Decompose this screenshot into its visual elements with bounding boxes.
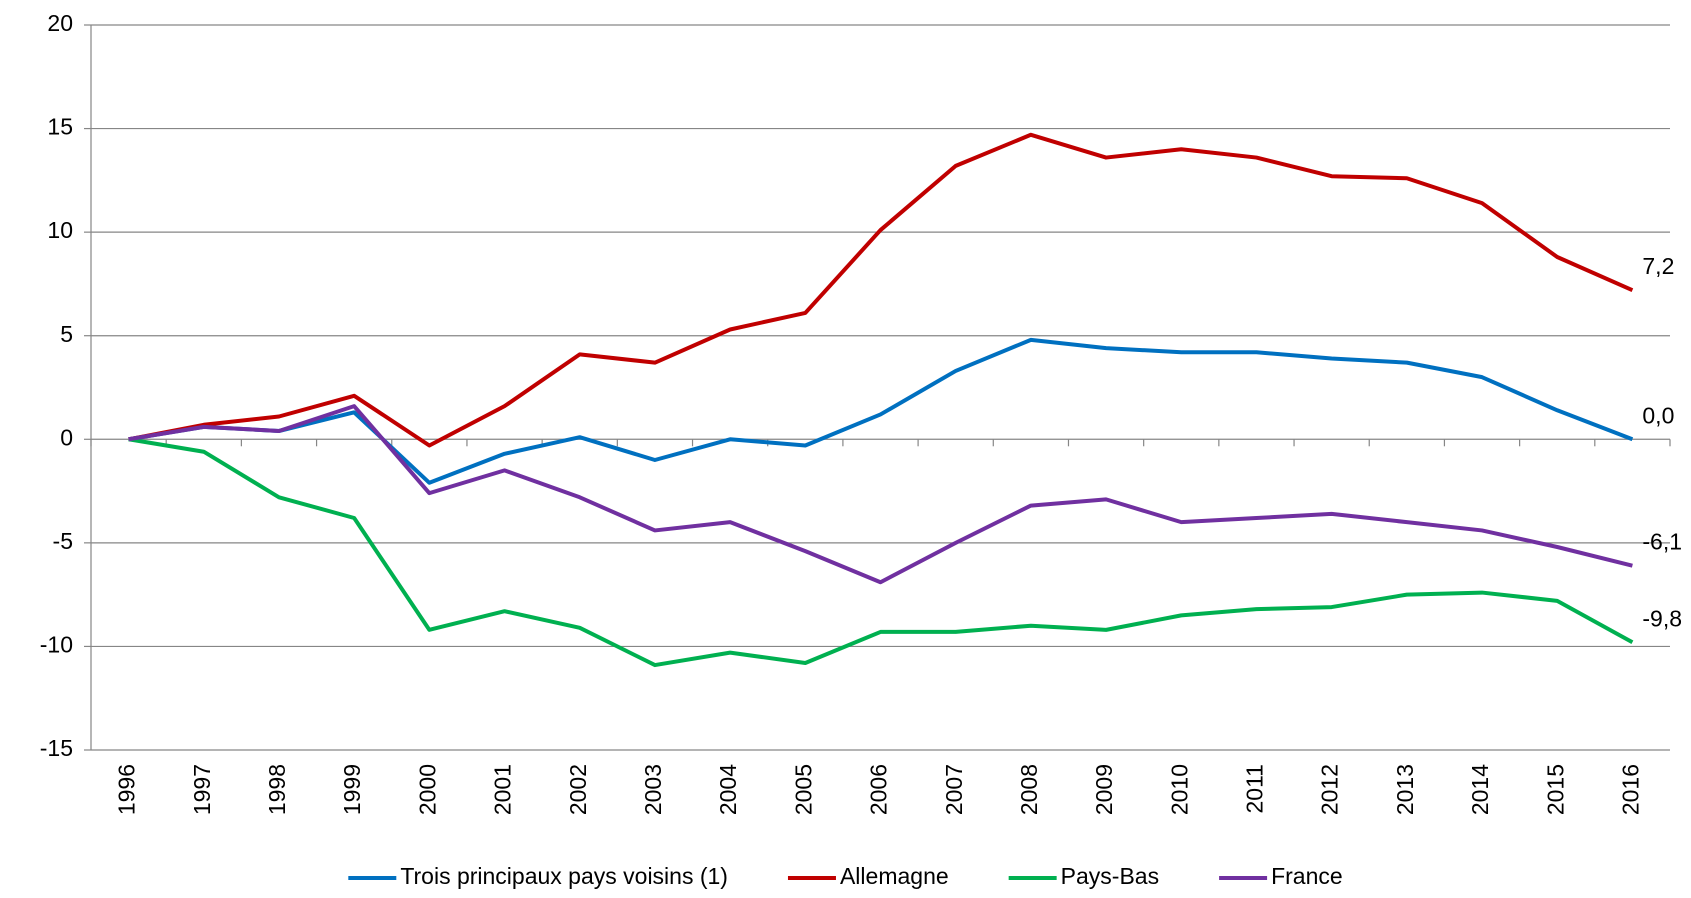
y-tick-label: -15 <box>40 735 73 761</box>
data-label: 7,2 <box>1642 253 1674 279</box>
legend-label: Allemagne <box>840 863 949 889</box>
x-tick-label: 2016 <box>1617 764 1643 815</box>
legend-label: Pays-Bas <box>1061 863 1159 889</box>
data-label: -9,8 <box>1642 605 1682 631</box>
x-tick-label: 1997 <box>189 764 215 815</box>
x-tick-label: 2012 <box>1317 764 1343 815</box>
x-tick-label: 1996 <box>114 764 140 815</box>
x-tick-label: 2014 <box>1467 764 1493 815</box>
data-label: -6,1 <box>1642 529 1682 555</box>
y-tick-label: 5 <box>60 321 73 347</box>
x-tick-label: 2004 <box>715 764 741 815</box>
series-line <box>128 404 1633 585</box>
x-tick-label: 2007 <box>941 764 967 815</box>
x-tick-label: 2003 <box>640 764 666 815</box>
y-tick-label: 0 <box>60 424 73 450</box>
series-line <box>128 437 1634 668</box>
x-tick-label: 2011 <box>1242 764 1268 813</box>
y-tick-label: 10 <box>47 217 73 243</box>
series-line <box>128 337 1634 485</box>
x-tick-label: 2001 <box>490 764 516 815</box>
y-tick-label: -5 <box>53 528 73 554</box>
y-tick-label: -10 <box>40 632 73 658</box>
x-tick-label: 1998 <box>264 764 290 815</box>
x-tick-label: 2005 <box>790 764 816 815</box>
y-tick-label: 15 <box>47 114 73 140</box>
x-tick-label: 2010 <box>1166 764 1192 815</box>
x-tick-label: 2006 <box>866 764 892 815</box>
x-tick-label: 2015 <box>1542 764 1568 815</box>
legend-label: Trois principaux pays voisins (1) <box>400 863 728 889</box>
x-tick-label: 2009 <box>1091 764 1117 815</box>
x-tick-label: 2008 <box>1016 764 1042 815</box>
x-tick-label: 1999 <box>339 764 365 815</box>
y-tick-label: 20 <box>47 10 73 36</box>
series-line <box>128 132 1634 448</box>
x-tick-label: 2013 <box>1392 764 1418 815</box>
x-tick-label: 2002 <box>565 764 591 815</box>
legend-label: France <box>1271 863 1343 889</box>
data-label: 0,0 <box>1642 402 1674 428</box>
x-tick-label: 2000 <box>414 764 440 815</box>
